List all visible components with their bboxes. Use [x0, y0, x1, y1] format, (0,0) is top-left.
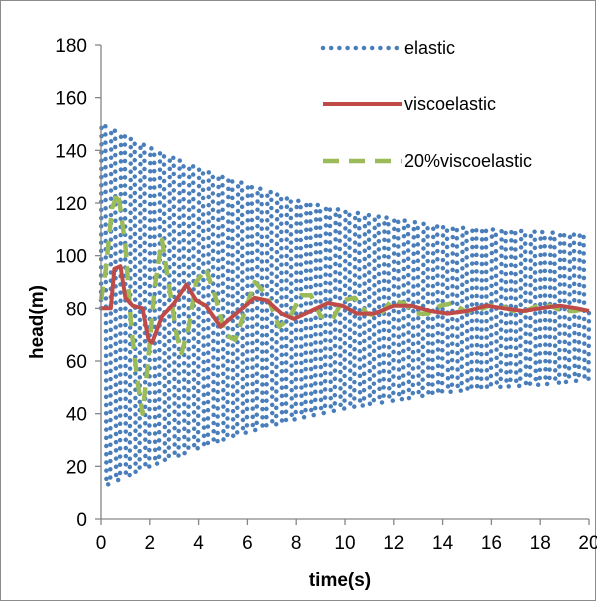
legend-label-elastic: elastic: [404, 38, 455, 58]
plot-area: [98, 120, 592, 489]
y-tick-label: 120: [55, 194, 87, 215]
x-tick-label: 16: [481, 533, 502, 554]
y-tick-label: 40: [66, 405, 87, 426]
x-tick-label: 2: [145, 533, 156, 554]
x-tick-label: 14: [432, 533, 454, 554]
x-tick-label: 20: [578, 533, 597, 554]
y-tick-label: 20: [66, 457, 87, 478]
y-tick-label: 100: [55, 247, 87, 268]
y-tick-label: 160: [55, 89, 87, 110]
legend-label-viscoelastic: viscoelastic: [404, 94, 496, 114]
x-tick-label: 8: [291, 533, 302, 554]
x-tick-label: 4: [193, 533, 204, 554]
x-tick-label: 6: [242, 533, 253, 554]
ticks: 0 20 40 60 80 100 120 140 160 180 0 2 4 6 8 10 12 14 16 18 2…: [55, 36, 597, 554]
y-axis-label: head(m): [27, 285, 48, 359]
y-tick-label: 60: [66, 352, 87, 373]
x-tick-label: 10: [334, 533, 355, 554]
y-tick-label: 0: [76, 510, 87, 531]
legend: elastic viscoelastic 20%viscoelastic: [300, 26, 590, 186]
y-tick-label: 140: [55, 141, 87, 162]
x-tick-label: 0: [96, 533, 107, 554]
y-tick-label: 180: [55, 36, 87, 57]
y-tick-label: 80: [66, 299, 87, 320]
x-axis-label: time(s): [309, 570, 371, 591]
legend-label-20pct-viscoelastic: 20%viscoelastic: [404, 151, 532, 171]
x-tick-label: 12: [383, 533, 404, 554]
series-viscoelastic-line: [101, 264, 590, 345]
x-tick-label: 18: [530, 533, 551, 554]
